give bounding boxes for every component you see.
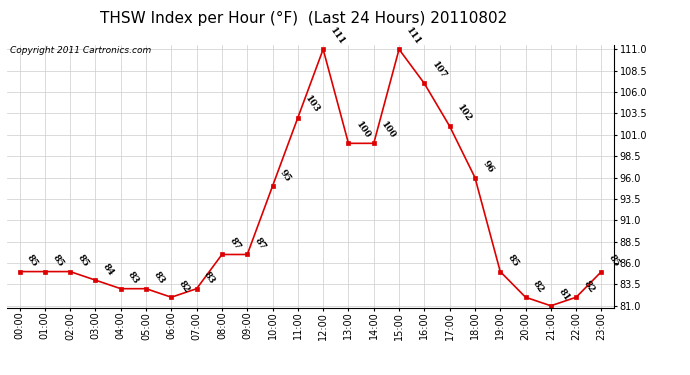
Text: 87: 87 <box>228 236 242 252</box>
Text: Copyright 2011 Cartronics.com: Copyright 2011 Cartronics.com <box>10 46 151 56</box>
Text: 95: 95 <box>278 168 293 183</box>
Text: 85: 85 <box>25 253 40 269</box>
Text: 111: 111 <box>404 26 423 46</box>
Text: 83: 83 <box>126 270 141 286</box>
Text: 100: 100 <box>354 120 372 141</box>
Text: 82: 82 <box>582 279 596 294</box>
Text: 83: 83 <box>202 270 217 286</box>
Text: 85: 85 <box>607 253 622 269</box>
Text: 96: 96 <box>480 159 495 175</box>
Text: 82: 82 <box>177 279 192 294</box>
Text: 85: 85 <box>50 253 65 269</box>
Text: 102: 102 <box>455 103 473 123</box>
Text: 82: 82 <box>531 279 546 294</box>
Text: THSW Index per Hour (°F)  (Last 24 Hours) 20110802: THSW Index per Hour (°F) (Last 24 Hours)… <box>100 11 507 26</box>
Text: 107: 107 <box>430 60 448 81</box>
Text: 103: 103 <box>304 94 322 115</box>
Text: 85: 85 <box>506 253 520 269</box>
Text: 81: 81 <box>556 287 571 303</box>
Text: 111: 111 <box>328 26 347 46</box>
Text: 100: 100 <box>380 120 397 141</box>
Text: 84: 84 <box>101 262 116 278</box>
Text: 83: 83 <box>152 270 166 286</box>
Text: 87: 87 <box>253 236 268 252</box>
Text: 85: 85 <box>76 253 90 269</box>
